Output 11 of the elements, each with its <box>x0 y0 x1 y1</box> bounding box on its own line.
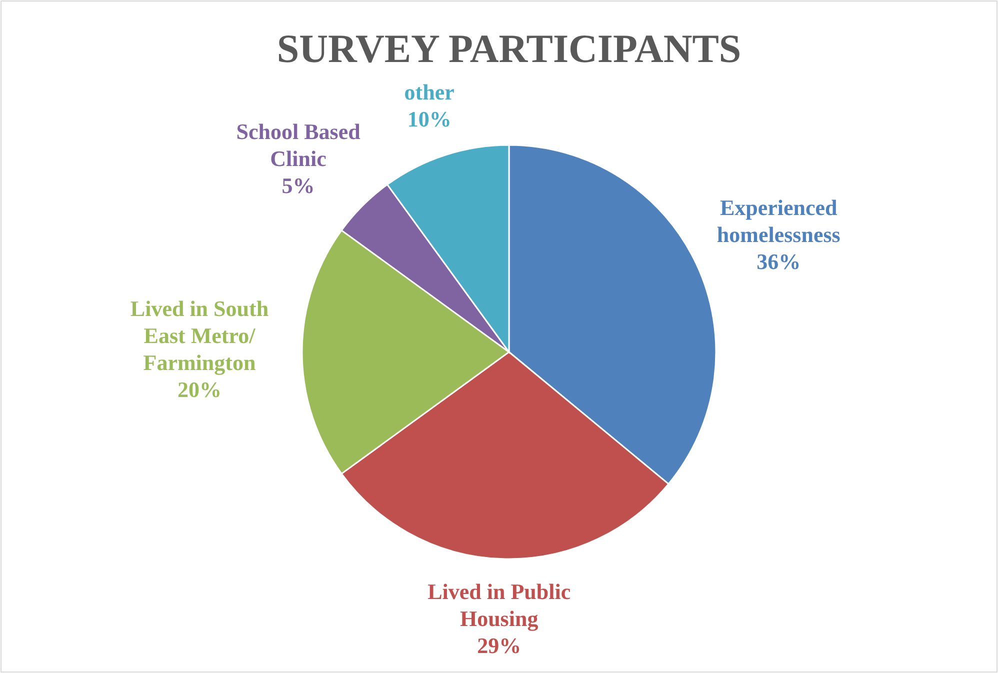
chart-title: SURVEY PARTICIPANTS <box>276 26 742 71</box>
data-label: 5% <box>282 172 315 198</box>
data-label: 36% <box>756 248 801 274</box>
slice-label: other <box>404 80 455 105</box>
data-label: 20% <box>178 377 222 402</box>
data-label: 10% <box>407 106 452 132</box>
data-label: 29% <box>477 632 522 658</box>
slice-label: Lived in South East Metro/ Farmington <box>130 296 269 375</box>
slice-label: Lived in Public Housing <box>428 578 571 631</box>
slice-label: Experienced homelessness <box>716 194 841 247</box>
slice-label: School Based Clinic <box>236 118 360 171</box>
